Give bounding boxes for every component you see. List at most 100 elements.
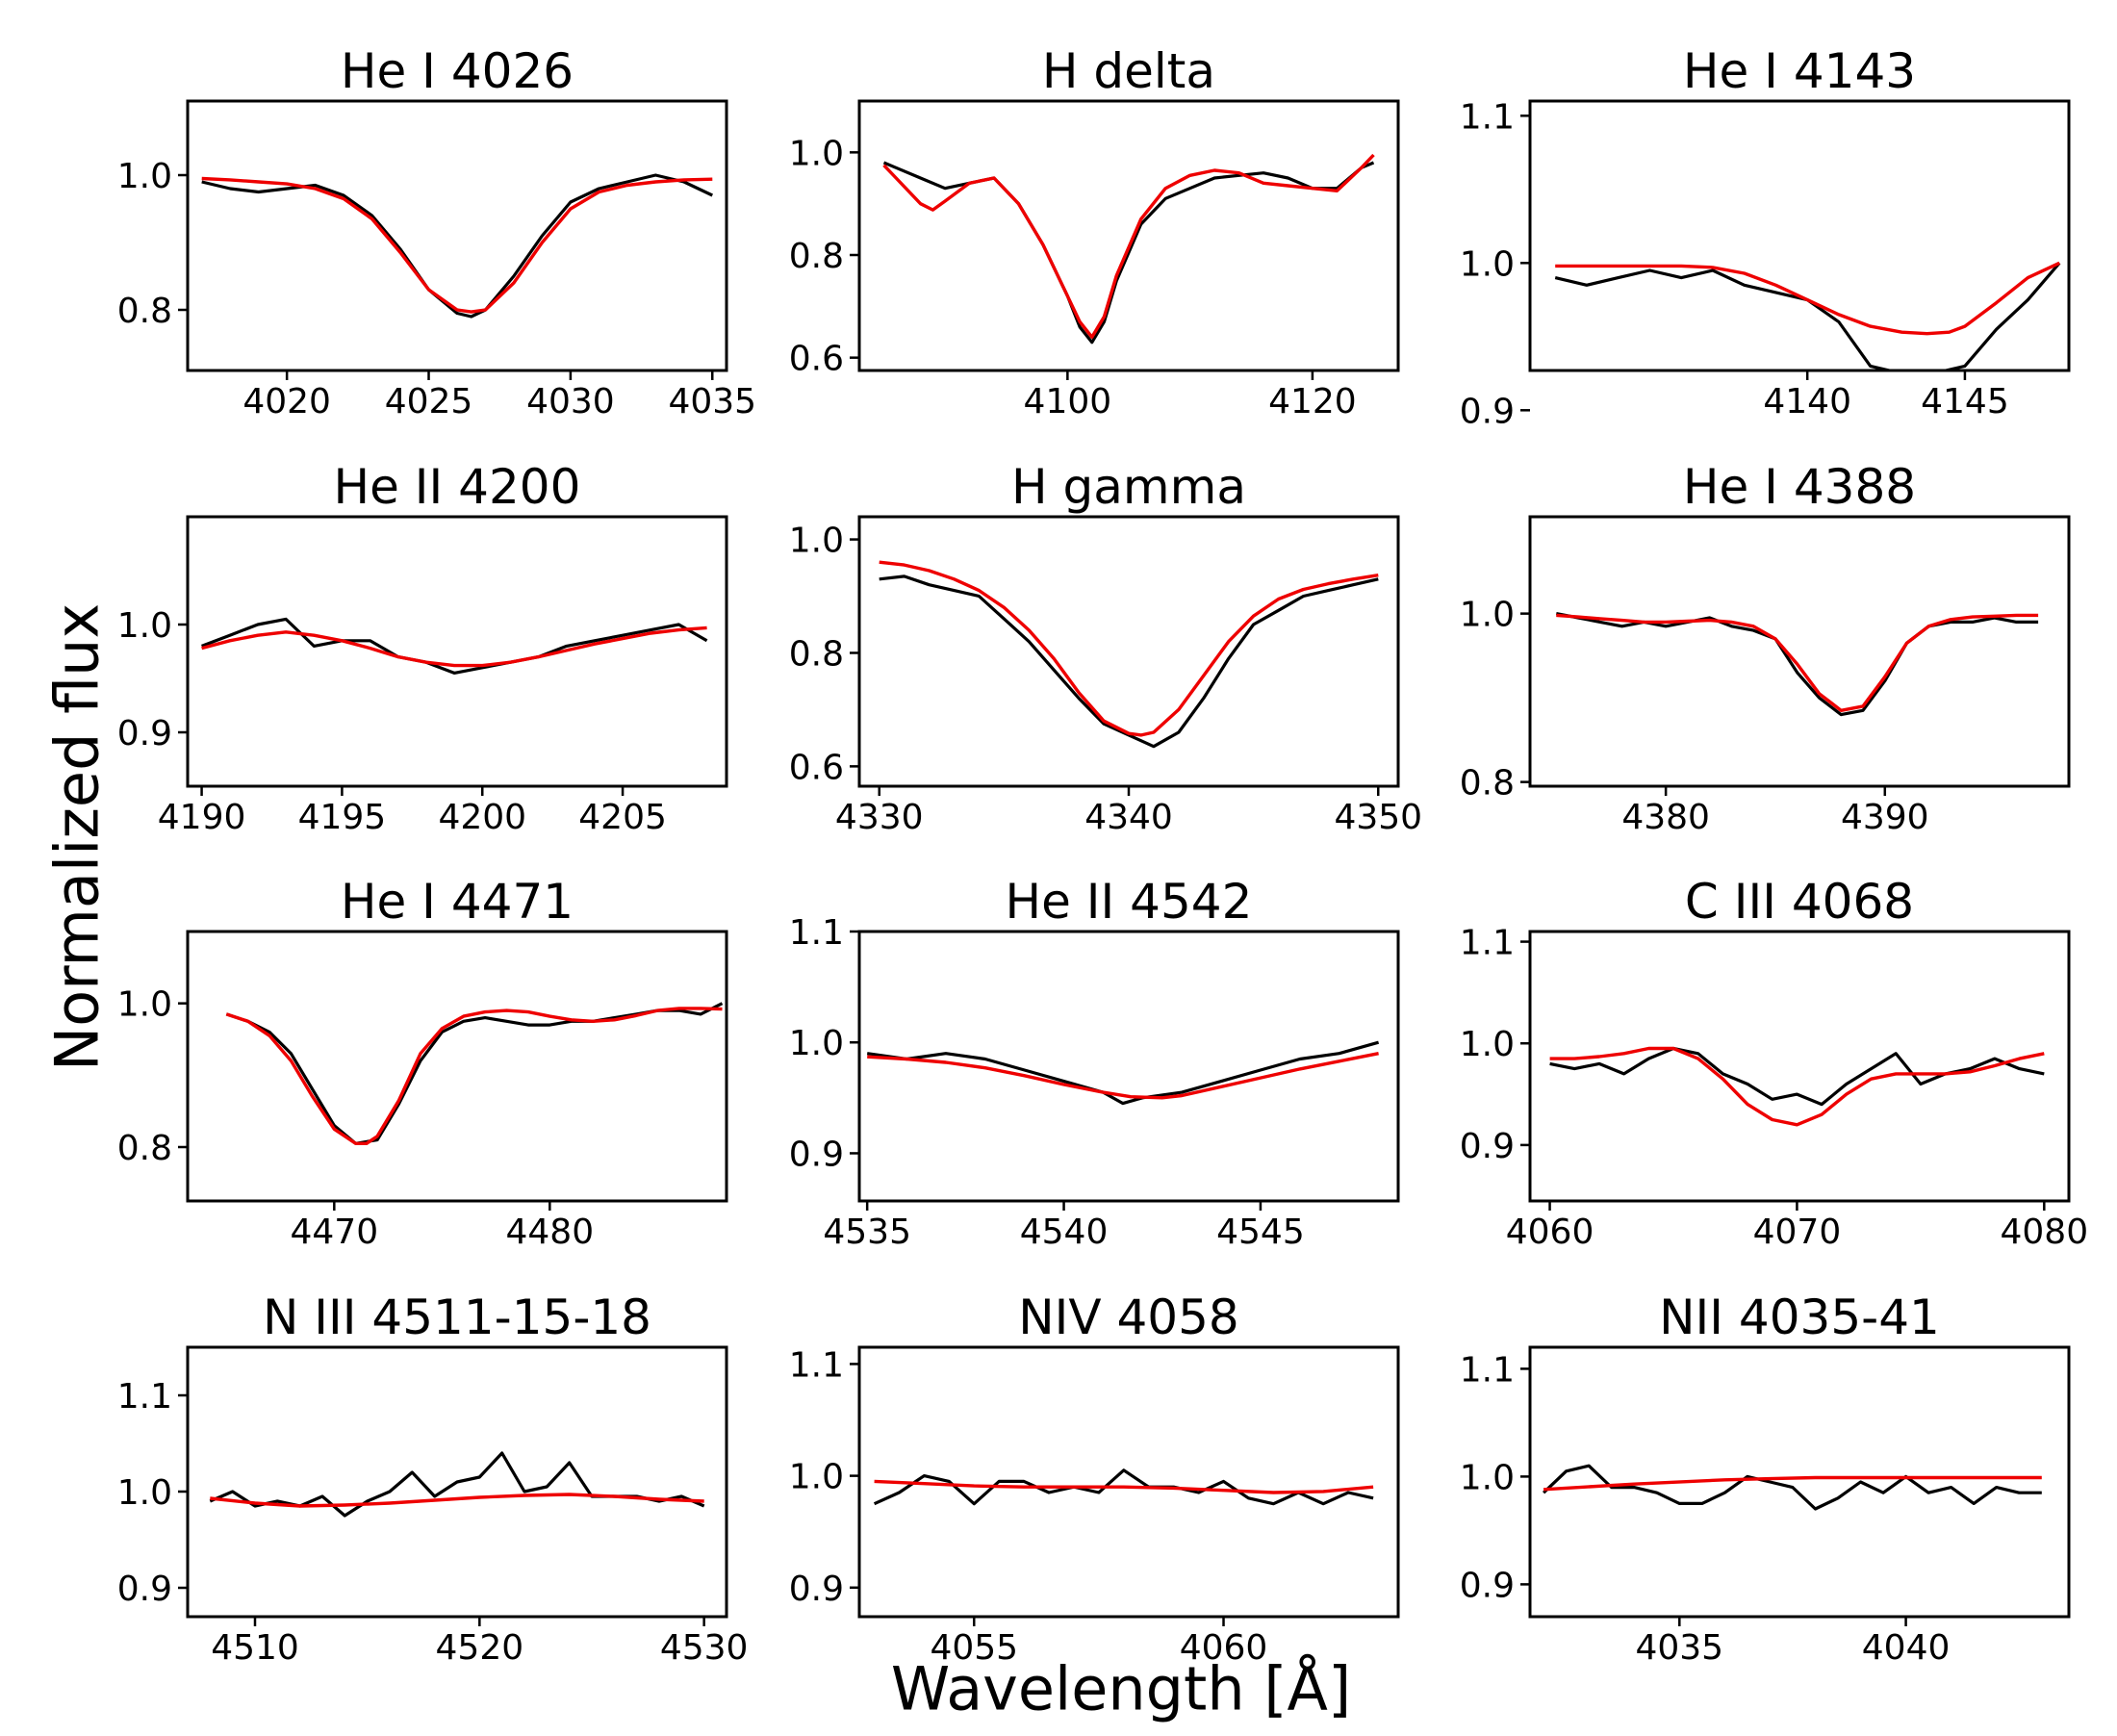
y-tick-label: 1.1 [1460,1350,1515,1390]
x-tick-label: 4070 [1753,1213,1842,1252]
x-tick-label: 4040 [1862,1628,1951,1668]
model-spectrum-line [210,1493,704,1508]
y-tick-label: 1.0 [789,1024,844,1063]
panel-frame [857,930,1400,1203]
y-tick-label: 1.0 [789,134,844,173]
y-tick-label: 1.1 [1460,924,1515,963]
x-tick-label: 4145 [1921,382,2009,421]
x-tick-label: 4510 [211,1628,299,1668]
x-tick-label: 4060 [1506,1213,1594,1252]
model-spectrum-line [879,560,1379,737]
observed-spectrum-line [1549,1046,2045,1107]
y-tick-label: 1.0 [117,157,172,196]
x-tick-label: 4060 [1180,1628,1268,1668]
panel-frame [186,515,728,788]
y-tick-label: 1.0 [117,985,172,1025]
y-tick-label: 1.0 [789,522,844,561]
panel-frame [1528,930,2071,1203]
panel-frame [857,99,1400,372]
y-tick-label: 1.0 [117,1473,172,1513]
x-tick-label: 4190 [158,798,246,837]
panel-frame [186,99,728,372]
observed-spectrum-line [879,574,1379,749]
y-tick-label: 1.0 [117,606,172,646]
x-tick-label: 4340 [1084,798,1173,837]
x-tick-label: 4470 [291,1213,379,1252]
panel-2: H delta 4100 4120 0.6 0.8 1.0 [789,43,1400,421]
x-tick-label: 4035 [1635,1628,1723,1668]
y-tick-label: 0.8 [117,292,172,331]
x-tick-label: 4540 [1020,1213,1109,1252]
y-tick-label: 1.1 [1460,97,1515,137]
panel-title: He II 4542 [1006,874,1253,930]
panel-title: He I 4471 [341,874,574,930]
panel-frame [857,515,1400,788]
x-tick-label: 4480 [506,1213,595,1252]
panel-title: He I 4388 [1683,459,1916,515]
panel-frame [857,1345,1400,1619]
observed-spectrum-line [882,161,1375,345]
y-tick-label: 0.8 [789,237,844,276]
y-tick-label: 0.9 [1460,1127,1515,1166]
panel-title: He II 4200 [334,459,581,515]
x-tick-label: 4350 [1334,798,1422,837]
panel-8: He II 4542 4535 4540 4545 0.9 1.0 1.1 [789,874,1400,1252]
x-tick-label: 4520 [436,1628,524,1668]
observed-spectrum-line [201,173,713,319]
x-tick-label: 4545 [1216,1213,1305,1252]
model-spectrum-line [225,1007,723,1146]
x-tick-label: 4140 [1763,382,1851,421]
x-tick-label: 4535 [823,1213,911,1252]
y-tick-label: 0.9 [1460,392,1515,431]
panel-5: H gamma 4330 4340 4350 0.6 0.8 1.0 [789,459,1422,837]
panel-title: He I 4143 [1683,43,1916,99]
y-tick-label: 0.9 [117,1570,172,1609]
panel-title: N III 4511-15-18 [263,1289,651,1345]
model-spectrum-line [867,1052,1379,1100]
x-tick-label: 4380 [1621,798,1710,837]
x-tick-label: 4195 [298,798,387,837]
observed-spectrum-line [873,1468,1374,1506]
panel-title: NII 4035-41 [1659,1289,1940,1345]
panel-3: He I 4143 4140 4145 0.9 1.0 1.1 [1460,43,2071,431]
x-tick-label: 4035 [668,382,756,421]
observed-spectrum-line [866,1040,1380,1106]
x-tick-label: 4025 [385,382,473,421]
y-tick-label: 1.0 [789,1458,844,1497]
panel-title: NIV 4058 [1018,1289,1239,1345]
y-tick-label: 1.0 [1460,1025,1515,1064]
y-tick-label: 1.1 [117,1377,172,1417]
model-spectrum-line [1556,613,2039,712]
observed-spectrum-line [225,1002,724,1145]
x-tick-label: 4330 [835,798,924,837]
panel-title: H delta [1042,43,1215,99]
panel-7: He I 4471 4470 4480 0.8 1.0 [117,874,728,1252]
x-tick-label: 4120 [1268,382,1357,421]
panel-9: C III 4068 4060 4070 4080 0.9 1.0 1.1 [1460,874,2088,1252]
y-axis-label: Normalized flux [41,602,113,1072]
panel-frame [1528,1345,2071,1619]
panel-11: NIV 4058 4055 4060 0.9 1.0 1.1 [789,1289,1400,1668]
y-tick-label: 0.6 [789,748,844,787]
observed-spectrum-line [1542,1464,2042,1511]
x-tick-label: 4080 [2000,1213,2088,1252]
x-tick-label: 4100 [1024,382,1112,421]
model-spectrum-line [1549,1046,2045,1127]
panel-4: He II 4200 4190 4195 4200 4205 0.9 1.0 [117,459,728,837]
y-tick-label: 0.8 [117,1129,172,1168]
model-spectrum-line [874,1479,1374,1494]
panel-title: H gamma [1011,459,1246,515]
y-tick-label: 0.6 [789,340,844,379]
model-spectrum-line [882,153,1375,339]
x-tick-label: 4030 [526,382,615,421]
x-tick-label: 4205 [578,798,667,837]
observed-spectrum-line [1554,262,2061,370]
panel-frame [186,1345,728,1619]
model-spectrum-line [201,625,707,668]
y-tick-label: 1.0 [1460,1458,1515,1497]
panel-1: He I 4026 4020 4025 4030 4035 0.8 1.0 [117,43,756,421]
x-tick-label: 4390 [1841,798,1929,837]
panel-10: N III 4511-15-18 4510 4520 4530 0.9 1.0 1.1 [117,1289,749,1668]
